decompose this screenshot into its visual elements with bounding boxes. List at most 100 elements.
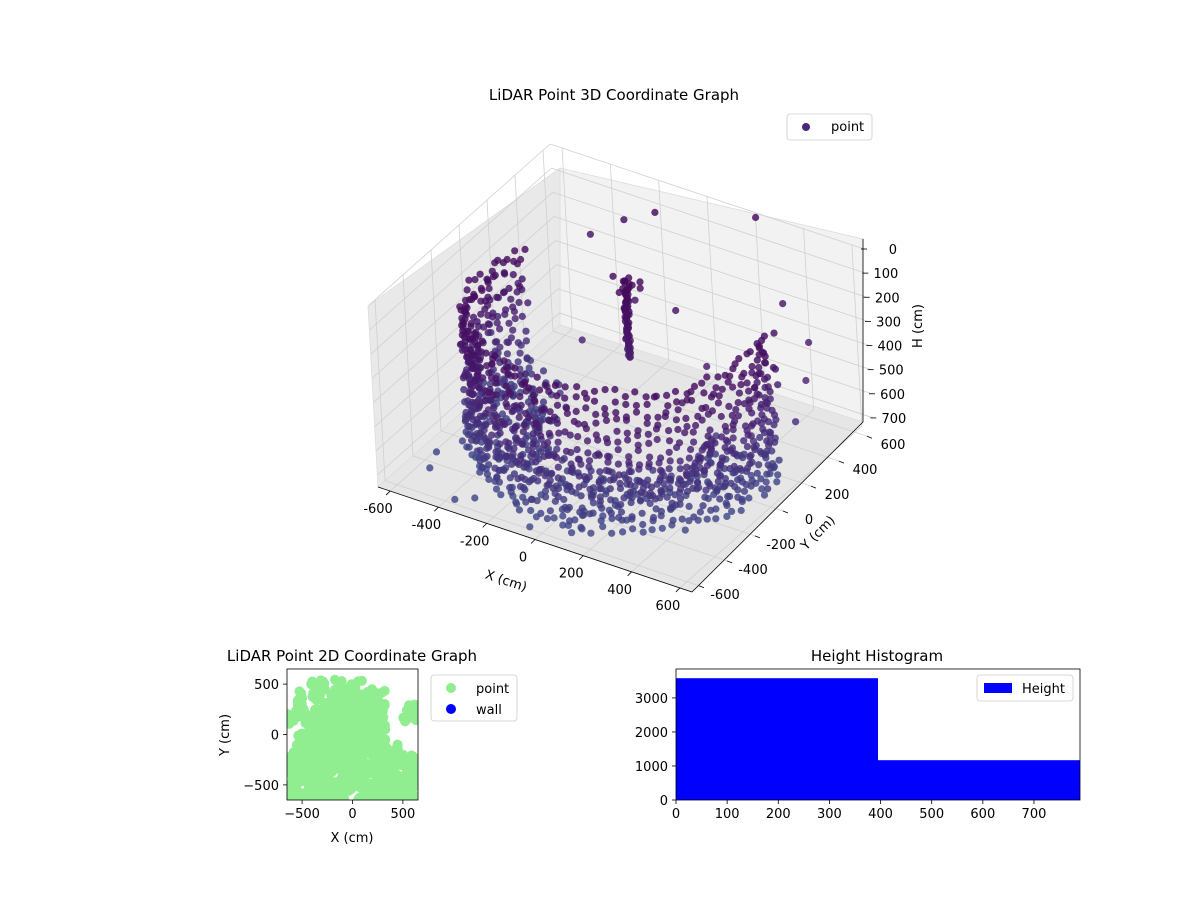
point-2d	[350, 703, 361, 714]
point-3d	[568, 529, 576, 537]
point-3d	[518, 440, 527, 448]
point-3d	[742, 481, 750, 489]
point-3d	[690, 382, 699, 390]
point-3d	[519, 428, 527, 436]
point-3d	[467, 322, 475, 330]
point-3d	[626, 481, 634, 489]
point-3d	[622, 400, 630, 409]
point-3d	[462, 428, 470, 436]
point-3d	[740, 400, 749, 408]
x-tick-label-3d: 600	[656, 599, 681, 614]
point-3d	[463, 327, 471, 335]
point-3d	[486, 380, 494, 388]
y-tick-label-3d: 0	[805, 513, 813, 528]
point-3d	[507, 295, 515, 303]
point-3d	[525, 478, 533, 486]
point-3d	[509, 271, 517, 279]
point-3d	[584, 449, 592, 457]
point-3d	[636, 478, 644, 486]
point-3d	[484, 278, 492, 287]
y-axis-line-3d	[691, 421, 864, 593]
point-3d	[470, 432, 478, 440]
point-3d	[516, 393, 524, 401]
point-2d	[338, 683, 349, 694]
point-2d	[329, 737, 340, 748]
point-2d	[321, 710, 332, 721]
point-3d	[698, 446, 706, 454]
point-3d	[628, 281, 636, 289]
ticks-3d: -600-400-2000200400600-600-400-200020040…	[363, 243, 906, 614]
point-3d	[601, 386, 609, 394]
point-3d	[657, 487, 665, 495]
point-3d	[637, 496, 645, 504]
x-tick-label-histogram: 0	[672, 807, 680, 822]
x-tick-3d	[579, 555, 584, 560]
x-tick-label-2d: 0	[348, 807, 356, 822]
point-3d	[539, 398, 548, 406]
legend-3d: point	[786, 113, 873, 141]
point-3d	[746, 453, 754, 461]
point-3d	[523, 460, 531, 468]
point-3d	[662, 409, 670, 417]
z-tick-label-3d: 600	[880, 388, 905, 403]
point-3d	[496, 440, 504, 448]
point-2d	[287, 718, 295, 729]
point-3d	[667, 475, 675, 483]
point-3d	[525, 384, 533, 392]
point-3d	[625, 453, 633, 461]
point-3d	[729, 383, 737, 391]
z-tick-label-3d: 200	[875, 291, 900, 306]
grid-line-3d-y-floor-4	[496, 380, 812, 487]
point-3d	[763, 470, 771, 478]
point-3d	[513, 500, 521, 508]
point-3d	[502, 382, 510, 390]
point-3d	[751, 445, 759, 454]
point-3d	[617, 508, 626, 516]
point-3d	[579, 511, 588, 519]
legend-3d-label: point	[831, 120, 864, 135]
point-3d	[465, 335, 474, 343]
point-3d	[728, 507, 736, 515]
point-2d	[294, 788, 305, 799]
point-2d	[306, 791, 317, 800]
point-3d	[517, 401, 525, 409]
point-3d	[626, 346, 634, 354]
point-3d	[645, 460, 653, 468]
point-3d	[737, 381, 745, 389]
point-3d	[755, 461, 763, 469]
point-3d	[743, 467, 751, 475]
point-3d	[581, 389, 589, 397]
point-2d	[296, 688, 307, 699]
point-3d	[677, 485, 685, 493]
point-3d	[604, 452, 612, 460]
grid-line-3d-x-back-1	[609, 164, 621, 346]
point-3d	[744, 431, 752, 439]
point-3d	[532, 419, 541, 428]
point-3d	[500, 466, 508, 475]
point-3d	[561, 383, 569, 391]
point-3d	[552, 453, 561, 461]
z-tick-label-3d: 700	[882, 412, 907, 427]
point-3d	[619, 528, 627, 536]
point-3d	[760, 491, 769, 499]
point-3d	[622, 413, 631, 421]
point-3d	[740, 437, 748, 445]
x-tick-3d	[675, 587, 681, 593]
point-3d	[666, 457, 674, 465]
point-3d	[636, 278, 644, 286]
grid-line-3d-z-back-3	[553, 216, 869, 322]
grid-3d	[367, 143, 874, 589]
point-3d	[628, 513, 636, 521]
point-3d	[802, 376, 810, 385]
point-3d	[451, 495, 459, 503]
point-3d	[585, 463, 593, 471]
point-3d	[471, 376, 479, 384]
point-3d	[692, 470, 700, 478]
point-3d	[545, 429, 553, 437]
point-3d	[543, 515, 552, 523]
point-3d	[681, 429, 689, 437]
point-3d	[608, 529, 616, 537]
point-3d	[515, 298, 523, 307]
point-3d	[673, 398, 681, 406]
point-3d	[516, 283, 524, 291]
